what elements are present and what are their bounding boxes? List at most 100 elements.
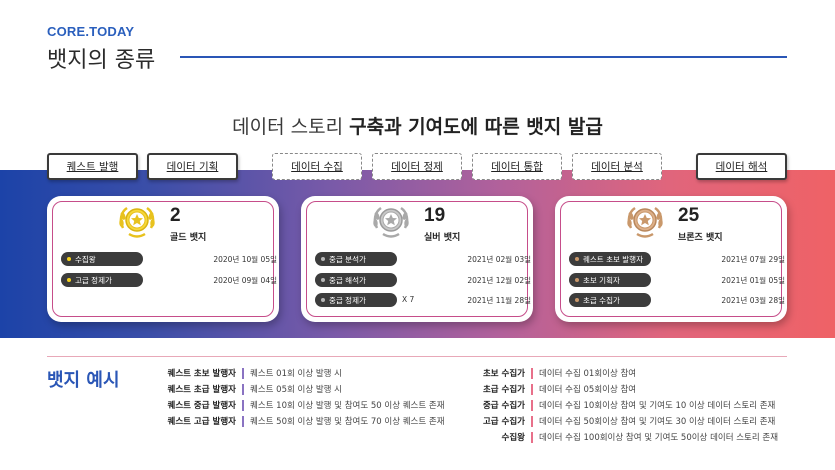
badge-label: 수집왕 <box>75 254 96 264</box>
example-desc: 퀘스트 05회 이상 발행 시 <box>250 385 343 395</box>
example-bar <box>242 383 244 395</box>
gold-medal-icon <box>119 206 155 238</box>
example-desc: 퀘스트 50회 이상 발행 및 참여도 70 이상 퀘스트 존재 <box>250 417 445 427</box>
badge-pill: 초보 기획자 <box>569 273 651 287</box>
dot-icon <box>67 257 71 261</box>
tag-quest-publish[interactable]: 퀘스트 발행 <box>47 153 138 180</box>
badge-row: 초급 수집가 2021년 03월 28일 <box>569 293 785 307</box>
example-bar <box>242 367 244 379</box>
card-border <box>52 201 274 317</box>
card-border <box>306 201 528 317</box>
badge-label: 중급 해석가 <box>329 275 366 285</box>
example-name: 초급 수집가 <box>482 385 525 395</box>
example-row: 퀘스트 초급 발행자 퀘스트 05회 이상 발행 시 <box>150 382 342 396</box>
badge-name: 실버 뱃지 <box>424 233 461 243</box>
badge-date: 2021년 02월 03일 <box>467 255 531 264</box>
badge-date: 2020년 10월 05일 <box>213 255 277 264</box>
brand-label: CORE.TODAY <box>47 24 135 39</box>
badge-date: 2021년 01월 05일 <box>721 276 785 285</box>
dot-icon <box>321 278 325 282</box>
example-desc: 데이터 수집 05회이상 참여 <box>539 385 637 395</box>
tag-data-interpret[interactable]: 데이터 해석 <box>696 153 787 180</box>
badge-label: 중급 분석가 <box>329 254 366 264</box>
badge-multiplier: X 7 <box>402 295 415 304</box>
headline-normal: 데이터 스토리 <box>232 116 350 138</box>
example-name: 고급 수집가 <box>482 417 525 427</box>
badge-label: 초급 수집가 <box>583 295 620 305</box>
badge-pill: 고급 정제가 <box>61 273 143 287</box>
badge-row: 중급 정제가 X 7 2021년 11월 28일 <box>315 293 531 307</box>
example-name: 중급 수집가 <box>482 401 525 411</box>
example-desc: 데이터 수집 50회이상 참여 및 기여도 30 이상 데이터 스토리 존재 <box>539 417 776 427</box>
silver-medal-icon <box>373 206 409 238</box>
card-border <box>560 201 782 317</box>
badge-label: 고급 정제가 <box>75 275 112 285</box>
example-name: 초보 수집가 <box>482 369 525 379</box>
badge-date: 2020년 09월 04일 <box>213 276 277 285</box>
example-row: 퀘스트 초보 발행자 퀘스트 01회 이상 발행 시 <box>150 366 342 380</box>
example-bar <box>531 415 533 427</box>
badge-row: 퀘스트 초보 발행자 2021년 07월 29일 <box>569 252 785 266</box>
example-bar <box>242 415 244 427</box>
example-desc: 데이터 수집 10회이상 참여 및 기여도 10 이상 데이터 스토리 존재 <box>539 401 776 411</box>
badge-pill: 중급 분석가 <box>315 252 397 266</box>
badge-card-bronze: 25 브론즈 뱃지 퀘스트 초보 발행자 2021년 07월 29일 초보 기획… <box>555 196 787 322</box>
tag-data-analyze[interactable]: 데이터 분석 <box>572 153 662 180</box>
example-name: 퀘스트 초보 발행자 <box>167 369 236 379</box>
headline: 데이터 스토리 구축과 기여도에 따른 뱃지 발급 <box>0 112 835 139</box>
badge-count: 25 <box>678 205 700 226</box>
badge-count: 19 <box>424 205 446 226</box>
badge-name: 브론즈 뱃지 <box>678 233 723 243</box>
example-desc: 퀘스트 01회 이상 발행 시 <box>250 369 343 379</box>
tag-label: 퀘스트 발행 <box>66 161 119 173</box>
example-desc: 데이터 수집 100회이상 참여 및 기여도 50이상 데이터 스토리 존재 <box>539 433 779 443</box>
badge-row: 초보 기획자 2021년 01월 05일 <box>569 273 785 287</box>
badge-date: 2021년 12월 02일 <box>467 276 531 285</box>
badge-date: 2021년 11월 28일 <box>467 296 531 305</box>
example-row: 중급 수집가 데이터 수집 10회이상 참여 및 기여도 10 이상 데이터 스토… <box>468 398 775 412</box>
badge-card-silver: 19 실버 뱃지 중급 분석가 2021년 02월 03일 중급 해석가 202… <box>301 196 533 322</box>
example-row: 초보 수집가 데이터 수집 01회이상 참여 <box>468 366 636 380</box>
example-bar <box>531 431 533 443</box>
example-bar <box>531 367 533 379</box>
tag-label: 데이터 분석 <box>591 161 643 173</box>
badge-count: 2 <box>170 205 181 226</box>
dot-icon <box>321 298 325 302</box>
badge-name: 골드 뱃지 <box>170 233 207 243</box>
badge-card-gold: 2 골드 뱃지 수집왕 2020년 10월 05일 고급 정제가 2020년 0… <box>47 196 279 322</box>
example-name: 수집왕 <box>501 433 525 443</box>
dot-icon <box>575 257 579 261</box>
badge-label: 퀘스트 초보 발행자 <box>583 254 643 264</box>
badge-date: 2021년 07월 29일 <box>721 255 785 264</box>
headline-bold: 구축과 기여도에 따른 뱃지 발급 <box>349 116 603 138</box>
example-desc: 퀘스트 10회 이상 발행 및 참여도 50 이상 퀘스트 존재 <box>250 401 445 411</box>
badge-label: 중급 정제가 <box>329 295 366 305</box>
tag-label: 데이터 통합 <box>491 161 543 173</box>
example-name: 퀘스트 중급 발행자 <box>167 401 236 411</box>
example-row: 초급 수집가 데이터 수집 05회이상 참여 <box>468 382 636 396</box>
dot-icon <box>575 298 579 302</box>
tag-data-integrate[interactable]: 데이터 통합 <box>472 153 562 180</box>
example-row: 퀘스트 고급 발행자 퀘스트 50회 이상 발행 및 참여도 70 이상 퀘스트 … <box>150 414 445 428</box>
badge-pill: 초급 수집가 <box>569 293 651 307</box>
examples-title: 뱃지 예시 <box>47 370 120 391</box>
example-row: 퀘스트 중급 발행자 퀘스트 10회 이상 발행 및 참여도 50 이상 퀘스트 … <box>150 398 445 412</box>
badge-row: 중급 해석가 2021년 12월 02일 <box>315 273 531 287</box>
tag-label: 데이터 정제 <box>391 161 443 173</box>
title-divider <box>180 56 787 58</box>
tag-label: 데이터 해석 <box>715 161 768 173</box>
example-row: 수집왕 데이터 수집 100회이상 참여 및 기여도 50이상 데이터 스토리 존… <box>468 430 778 444</box>
badge-row: 중급 분석가 2021년 02월 03일 <box>315 252 531 266</box>
example-desc: 데이터 수집 01회이상 참여 <box>539 369 637 379</box>
tag-data-refine[interactable]: 데이터 정제 <box>372 153 462 180</box>
example-bar <box>242 399 244 411</box>
example-bar <box>531 399 533 411</box>
tag-data-planning[interactable]: 데이터 기획 <box>147 153 238 180</box>
dot-icon <box>67 278 71 282</box>
example-name: 퀘스트 초급 발행자 <box>167 385 236 395</box>
badge-pill: 수집왕 <box>61 252 143 266</box>
badge-row: 고급 정제가 2020년 09월 04일 <box>61 273 277 287</box>
dot-icon <box>321 257 325 261</box>
badge-pill: 퀘스트 초보 발행자 <box>569 252 651 266</box>
tag-data-collect[interactable]: 데이터 수집 <box>272 153 362 180</box>
